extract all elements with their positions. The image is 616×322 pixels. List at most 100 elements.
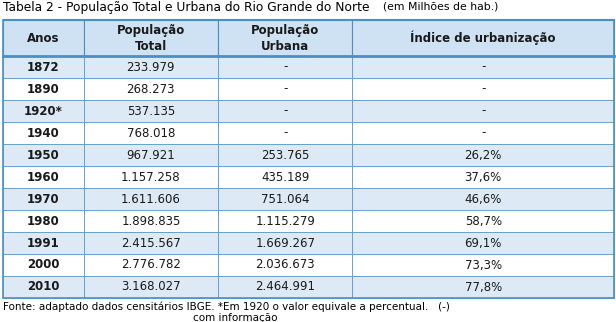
- Text: 1890: 1890: [27, 82, 60, 96]
- Bar: [218, 254, 352, 276]
- Bar: [84, 188, 218, 210]
- Text: 1940: 1940: [27, 127, 60, 139]
- Text: 1872: 1872: [27, 61, 60, 73]
- Text: 3.168.027: 3.168.027: [121, 280, 180, 293]
- Bar: [84, 122, 218, 144]
- Bar: [84, 254, 218, 276]
- Text: 253.765: 253.765: [261, 148, 309, 162]
- Text: -: -: [283, 105, 288, 118]
- Bar: [84, 20, 218, 56]
- Text: -: -: [283, 82, 288, 96]
- Bar: [352, 78, 614, 100]
- Bar: [84, 78, 218, 100]
- Text: 751.064: 751.064: [261, 193, 309, 205]
- Text: População
Urbana: População Urbana: [251, 24, 320, 52]
- Bar: [3, 276, 84, 298]
- Text: 233.979: 233.979: [127, 61, 175, 73]
- Bar: [84, 166, 218, 188]
- Bar: [352, 276, 614, 298]
- Text: 2.776.782: 2.776.782: [121, 259, 181, 271]
- Text: com informação: com informação: [193, 313, 277, 322]
- Bar: [218, 210, 352, 232]
- Text: 2010: 2010: [27, 280, 60, 293]
- Bar: [218, 78, 352, 100]
- Text: 1.611.606: 1.611.606: [121, 193, 181, 205]
- Bar: [218, 56, 352, 78]
- Text: (em Milhões de hab.): (em Milhões de hab.): [383, 1, 498, 11]
- Bar: [218, 188, 352, 210]
- Text: 1970: 1970: [27, 193, 60, 205]
- Bar: [218, 276, 352, 298]
- Bar: [352, 122, 614, 144]
- Bar: [3, 210, 84, 232]
- Text: Anos: Anos: [27, 32, 60, 44]
- Text: 2000: 2000: [27, 259, 60, 271]
- Text: 58,7%: 58,7%: [464, 214, 502, 228]
- Text: Tabela 2 - População Total e Urbana do Rio Grande do Norte: Tabela 2 - População Total e Urbana do R…: [3, 1, 373, 14]
- Bar: [218, 122, 352, 144]
- Text: -: -: [283, 61, 288, 73]
- Text: Fonte: adaptado dados censitários IBGE. *Em 1920 o valor equivale a percentual. : Fonte: adaptado dados censitários IBGE. …: [3, 301, 450, 311]
- Text: 77,8%: 77,8%: [464, 280, 502, 293]
- Bar: [84, 276, 218, 298]
- Text: 268.273: 268.273: [127, 82, 175, 96]
- Text: 1.115.279: 1.115.279: [256, 214, 315, 228]
- Bar: [84, 232, 218, 254]
- Bar: [84, 210, 218, 232]
- Bar: [218, 232, 352, 254]
- Bar: [3, 254, 84, 276]
- Text: 537.135: 537.135: [127, 105, 175, 118]
- Bar: [3, 232, 84, 254]
- Text: 37,6%: 37,6%: [464, 171, 502, 184]
- Text: 69,1%: 69,1%: [464, 236, 502, 250]
- Bar: [352, 210, 614, 232]
- Bar: [352, 20, 614, 56]
- Bar: [3, 144, 84, 166]
- Text: 1920*: 1920*: [24, 105, 63, 118]
- Bar: [352, 56, 614, 78]
- Bar: [352, 166, 614, 188]
- Text: -: -: [481, 61, 485, 73]
- Bar: [218, 100, 352, 122]
- Bar: [84, 100, 218, 122]
- Text: 26,2%: 26,2%: [464, 148, 502, 162]
- Text: 2.464.991: 2.464.991: [255, 280, 315, 293]
- Text: -: -: [481, 105, 485, 118]
- Bar: [3, 78, 84, 100]
- Text: 1980: 1980: [27, 214, 60, 228]
- Bar: [3, 20, 614, 298]
- Text: 2.415.567: 2.415.567: [121, 236, 180, 250]
- Bar: [352, 144, 614, 166]
- Text: 1991: 1991: [27, 236, 60, 250]
- Bar: [3, 56, 84, 78]
- Text: 1.898.835: 1.898.835: [121, 214, 180, 228]
- Bar: [3, 122, 84, 144]
- Bar: [352, 100, 614, 122]
- Text: 1.669.267: 1.669.267: [255, 236, 315, 250]
- Text: 1960: 1960: [27, 171, 60, 184]
- Bar: [3, 100, 84, 122]
- Bar: [218, 166, 352, 188]
- Text: -: -: [283, 127, 288, 139]
- Bar: [3, 20, 84, 56]
- Bar: [84, 56, 218, 78]
- Bar: [84, 144, 218, 166]
- Bar: [218, 20, 352, 56]
- Bar: [3, 188, 84, 210]
- Text: -: -: [481, 127, 485, 139]
- Text: Índice de urbanização: Índice de urbanização: [410, 31, 556, 45]
- Bar: [3, 166, 84, 188]
- Text: População
Total: População Total: [117, 24, 185, 52]
- Text: 435.189: 435.189: [261, 171, 309, 184]
- Text: 967.921: 967.921: [126, 148, 175, 162]
- Bar: [352, 254, 614, 276]
- Text: 2.036.673: 2.036.673: [256, 259, 315, 271]
- Bar: [352, 188, 614, 210]
- Text: 1.157.258: 1.157.258: [121, 171, 180, 184]
- Text: 46,6%: 46,6%: [464, 193, 502, 205]
- Text: 1950: 1950: [27, 148, 60, 162]
- Text: -: -: [481, 82, 485, 96]
- Text: 768.018: 768.018: [127, 127, 175, 139]
- Text: 73,3%: 73,3%: [464, 259, 502, 271]
- Bar: [218, 144, 352, 166]
